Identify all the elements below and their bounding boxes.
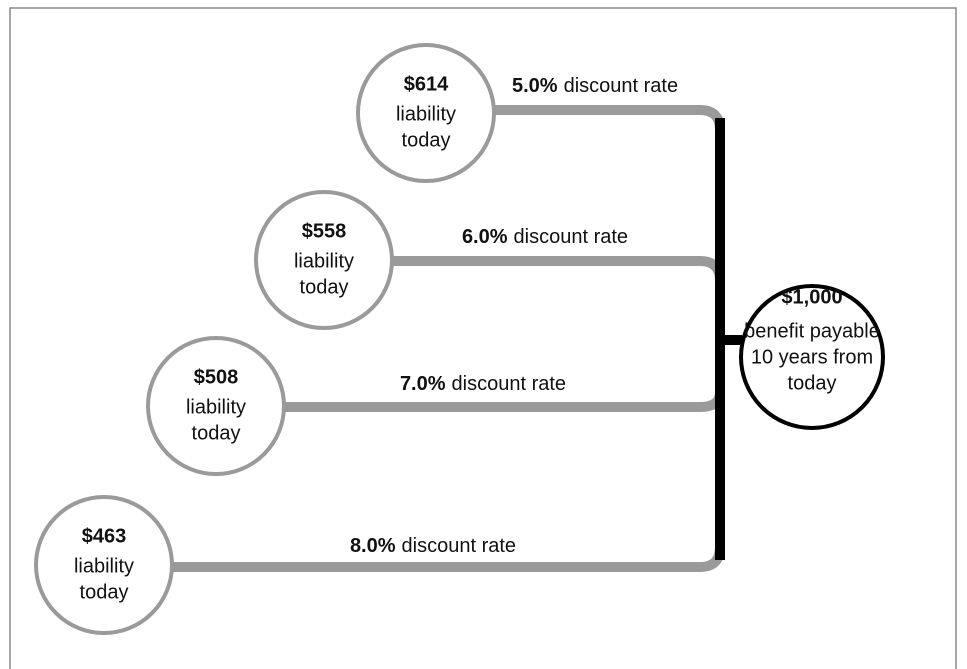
- source-node: [34, 495, 174, 635]
- target-amount: $1,000: [781, 286, 842, 308]
- target-label: 10 years from: [751, 346, 873, 368]
- source-label: today: [300, 276, 349, 298]
- rate-value: 5.0%: [512, 75, 558, 97]
- rate-label: 5.0% discount rate: [512, 75, 678, 97]
- source-label: liability: [186, 396, 246, 418]
- connector: [495, 105, 725, 131]
- rate-text: discount rate: [402, 535, 517, 557]
- source-label: today: [192, 422, 241, 444]
- rate-label: 7.0% discount rate: [400, 373, 566, 395]
- rate-text: discount rate: [564, 75, 679, 97]
- source-amount: $508: [194, 366, 239, 388]
- source-amount: $614: [404, 73, 449, 95]
- source-label: liability: [396, 103, 456, 125]
- source-node: [254, 190, 394, 330]
- rate-text: discount rate: [514, 226, 629, 248]
- source-label: liability: [74, 555, 134, 577]
- rate-label: 6.0% discount rate: [462, 226, 628, 248]
- target-label: today: [788, 372, 837, 394]
- rate-value: 7.0%: [400, 373, 446, 395]
- source-label: today: [80, 581, 129, 603]
- frame: [9, 7, 957, 669]
- rate-value: 6.0%: [462, 226, 508, 248]
- rate-label: 8.0% discount rate: [350, 535, 516, 557]
- source-amount: $558: [302, 220, 347, 242]
- connector: [390, 256, 725, 282]
- rate-text: discount rate: [452, 373, 567, 395]
- source-node: [356, 43, 496, 183]
- rate-value: 8.0%: [350, 535, 396, 557]
- source-node: [146, 336, 286, 476]
- source-label: today: [402, 129, 451, 151]
- target-node: [739, 284, 885, 430]
- source-amount: $463: [82, 525, 127, 547]
- source-label: liability: [294, 250, 354, 272]
- target-label: benefit payable: [744, 320, 880, 342]
